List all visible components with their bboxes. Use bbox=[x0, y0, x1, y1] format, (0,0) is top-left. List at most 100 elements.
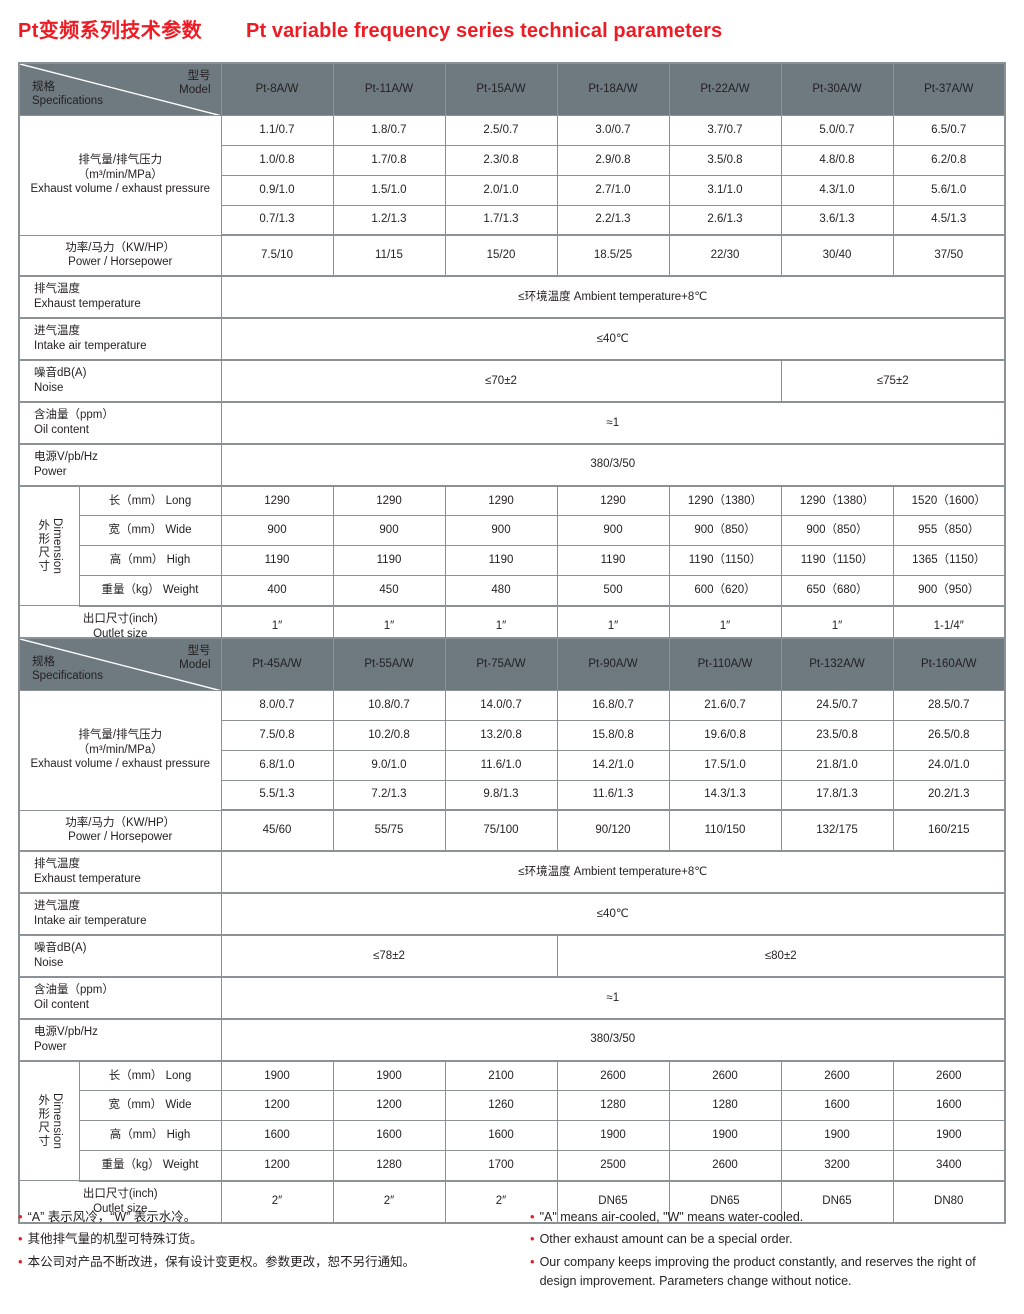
table-cell: DN65 bbox=[556, 1180, 670, 1224]
model-column-header: Pt-8A/W bbox=[220, 62, 334, 116]
footnote-item: • Our company keeps improving the produc… bbox=[530, 1253, 1006, 1292]
table-cell: 1900 bbox=[892, 1120, 1006, 1152]
table-cell: 500 bbox=[556, 575, 670, 607]
dimension-label-cn: 外形尺寸 bbox=[37, 519, 50, 573]
table-cell: 10.2/0.8 bbox=[332, 719, 446, 751]
table-cell: 8.0/0.7 bbox=[220, 689, 334, 721]
spec-table-large-models: 规格 Specifications 型号 Model Pt-45A/W Pt-5… bbox=[18, 637, 1006, 1224]
table-cell: 1190（1150） bbox=[668, 545, 782, 577]
table-cell: 1280 bbox=[332, 1150, 446, 1182]
footnote-item: • 本公司对产品不断改进，保有设计变更权。参数更改，恕不另行通知。 bbox=[18, 1253, 416, 1269]
table-row-dimension-long: 外形尺寸 Dimension 长（mm） Long 1290 1290 1290… bbox=[18, 485, 1006, 607]
table-cell: 55/75 bbox=[332, 809, 446, 853]
table-cell: 2.6/1.3 bbox=[668, 204, 782, 236]
page-title: Pt变频系列技术参数 Pt variable frequency series … bbox=[18, 14, 722, 43]
dimension-label-cn: 外形尺寸 bbox=[37, 1094, 50, 1148]
header-corner-cell: 规格 Specifications 型号 Model bbox=[18, 62, 222, 116]
table-cell: 2600 bbox=[892, 1060, 1006, 1092]
table-cell: 13.2/0.8 bbox=[444, 719, 558, 751]
footnote-item: • Other exhaust amount can be a special … bbox=[530, 1231, 793, 1247]
table-cell: 2.7/1.0 bbox=[556, 174, 670, 206]
table-cell: 1.2/1.3 bbox=[332, 204, 446, 236]
table-cell: 37/50 bbox=[892, 234, 1006, 278]
table-row-dimension-weight: 重量（kg） Weight 1200 1280 1700 2500 2600 3… bbox=[19, 1150, 1006, 1182]
table-cell-merged: ≈1 bbox=[220, 401, 1006, 445]
table-row-dimension-high: 高（mm） High 1190 1190 1190 1190 1190（1150… bbox=[19, 545, 1006, 577]
table-row-noise: 噪音dB(A) Noise ≤70±2 ≤75±2 bbox=[18, 359, 1006, 403]
table-cell: 900（950） bbox=[892, 575, 1006, 607]
table-cell: 15/20 bbox=[444, 234, 558, 278]
table-cell: 1290 bbox=[332, 485, 446, 517]
footnotes-english: • "A" means air-cooled, "W" means water-… bbox=[512, 1208, 1006, 1295]
table-cell: 2″ bbox=[220, 1180, 334, 1224]
table-cell: 1280 bbox=[556, 1090, 670, 1122]
table-cell: 9.0/1.0 bbox=[332, 749, 446, 781]
row-label-wide: 宽（mm） Wide bbox=[78, 1090, 222, 1122]
table-cell: 1190 bbox=[332, 545, 446, 577]
table-cell-merged: 380/3/50 bbox=[220, 443, 1006, 487]
table-row-exhaust-1: 排气量/排气压力 （m³/min/MPa） Exhaust volume / e… bbox=[18, 114, 1006, 236]
table-cell-merged: ≤75±2 bbox=[780, 359, 1006, 403]
table-cell: 15.8/0.8 bbox=[556, 719, 670, 751]
table-cell: 1600 bbox=[220, 1120, 334, 1152]
table-cell-merged: 380/3/50 bbox=[220, 1018, 1006, 1062]
model-column-header: Pt-75A/W bbox=[444, 637, 558, 691]
table-cell: 955（850） bbox=[892, 515, 1006, 547]
table-cell: 2600 bbox=[556, 1060, 670, 1092]
table-cell: 450 bbox=[332, 575, 446, 607]
table-row-exhaust-temperature: 排气温度 Exhaust temperature ≤环境温度 Ambient t… bbox=[18, 850, 1006, 895]
row-label-long: 长（mm） Long bbox=[78, 1060, 222, 1092]
header-specifications-label: 规格 Specifications bbox=[32, 655, 103, 683]
table-cell: 90/120 bbox=[556, 809, 670, 853]
row-label-power-supply: 电源V/pb/Hz Power bbox=[18, 443, 222, 487]
table-header-row: 规格 Specifications 型号 Model Pt-8A/W Pt-11… bbox=[18, 62, 1006, 116]
table-cell: 4.8/0.8 bbox=[780, 144, 894, 176]
table-cell: 2100 bbox=[444, 1060, 558, 1092]
table-cell: 3400 bbox=[892, 1150, 1006, 1182]
table-cell: 11.6/1.3 bbox=[556, 779, 670, 811]
table-cell: 0.7/1.3 bbox=[220, 204, 334, 236]
table-cell: 17.8/1.3 bbox=[780, 779, 894, 811]
table-cell: 21.6/0.7 bbox=[668, 689, 782, 721]
row-label-exhaust-volume: 排气量/排气压力 （m³/min/MPa） Exhaust volume / e… bbox=[18, 114, 222, 236]
table-row-dimension-high: 高（mm） High 1600 1600 1600 1900 1900 1900… bbox=[19, 1120, 1006, 1152]
table-cell: 400 bbox=[220, 575, 334, 607]
table-cell: 2500 bbox=[556, 1150, 670, 1182]
table-cell: 900（850） bbox=[780, 515, 894, 547]
table-cell: 1900 bbox=[220, 1060, 334, 1092]
table-cell: 1.0/0.8 bbox=[220, 144, 334, 176]
table-cell: 2600 bbox=[668, 1060, 782, 1092]
bullet-icon: • bbox=[18, 1209, 23, 1224]
model-column-header: Pt-55A/W bbox=[332, 637, 446, 691]
table-cell-merged: ≤40℃ bbox=[220, 317, 1006, 362]
table-cell: 3.7/0.7 bbox=[668, 114, 782, 146]
table-cell: 2.3/0.8 bbox=[444, 144, 558, 176]
table-row-exhaust-temperature: 排气温度 Exhaust temperature ≤环境温度 Ambient t… bbox=[18, 275, 1006, 320]
row-label-noise: 噪音dB(A) Noise bbox=[18, 359, 222, 403]
table-cell: 1600 bbox=[780, 1090, 894, 1122]
table-cell: DN80 bbox=[892, 1180, 1006, 1224]
table-cell-merged: ≤78±2 bbox=[220, 934, 558, 978]
table-cell: 1200 bbox=[220, 1150, 334, 1182]
table-cell-merged: ≤80±2 bbox=[556, 934, 1006, 978]
table-cell: 600（620） bbox=[668, 575, 782, 607]
table-cell: 19.6/0.8 bbox=[668, 719, 782, 751]
row-label-exhaust-volume: 排气量/排气压力 （m³/min/MPa） Exhaust volume / e… bbox=[18, 689, 222, 811]
dimension-label-en: Dimension bbox=[50, 1092, 63, 1150]
table-cell: 5.0/0.7 bbox=[780, 114, 894, 146]
table-row-dimension-weight: 重量（kg） Weight 400 450 480 500 600（620） 6… bbox=[19, 575, 1006, 607]
page-title-cn: Pt变频系列技术参数 bbox=[18, 20, 202, 42]
table-row-power: 功率/马力（KW/HP） Power / Horsepower 45/60 55… bbox=[18, 809, 1006, 853]
table-cell: 18.5/25 bbox=[556, 234, 670, 278]
table-cell: 1600 bbox=[332, 1120, 446, 1152]
table-cell: 4.3/1.0 bbox=[780, 174, 894, 206]
table-cell: 2.2/1.3 bbox=[556, 204, 670, 236]
table-cell: 1290 bbox=[444, 485, 558, 517]
table-cell: 75/100 bbox=[444, 809, 558, 853]
table-cell: 11/15 bbox=[332, 234, 446, 278]
row-label-wide: 宽（mm） Wide bbox=[78, 515, 222, 547]
table-cell: 9.8/1.3 bbox=[444, 779, 558, 811]
bullet-icon: • bbox=[18, 1253, 23, 1269]
footnotes-chinese: • “A” 表示风冷，“W” 表示水冷。 • 其他排气量的机型可特殊订货。 • … bbox=[18, 1208, 512, 1295]
table-cell: 900 bbox=[332, 515, 446, 547]
